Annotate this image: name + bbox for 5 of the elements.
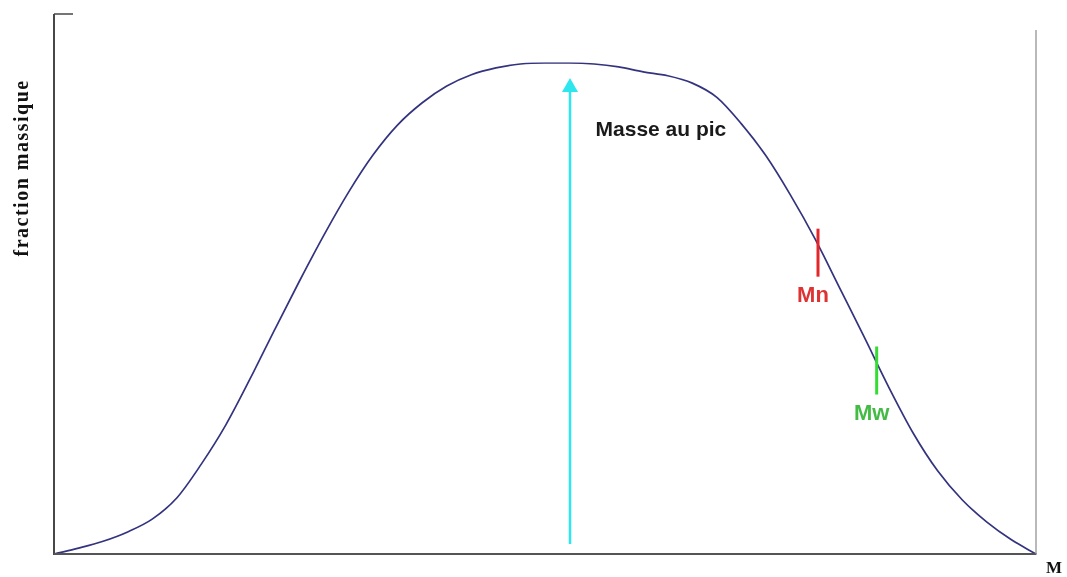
- y-axis-title: fraction massique: [10, 79, 34, 257]
- annotation: Mn: [797, 281, 829, 307]
- annotation: Masse au pic: [595, 116, 727, 140]
- annotation: Mw: [853, 399, 891, 425]
- x-axis-title: M: [1046, 558, 1063, 577]
